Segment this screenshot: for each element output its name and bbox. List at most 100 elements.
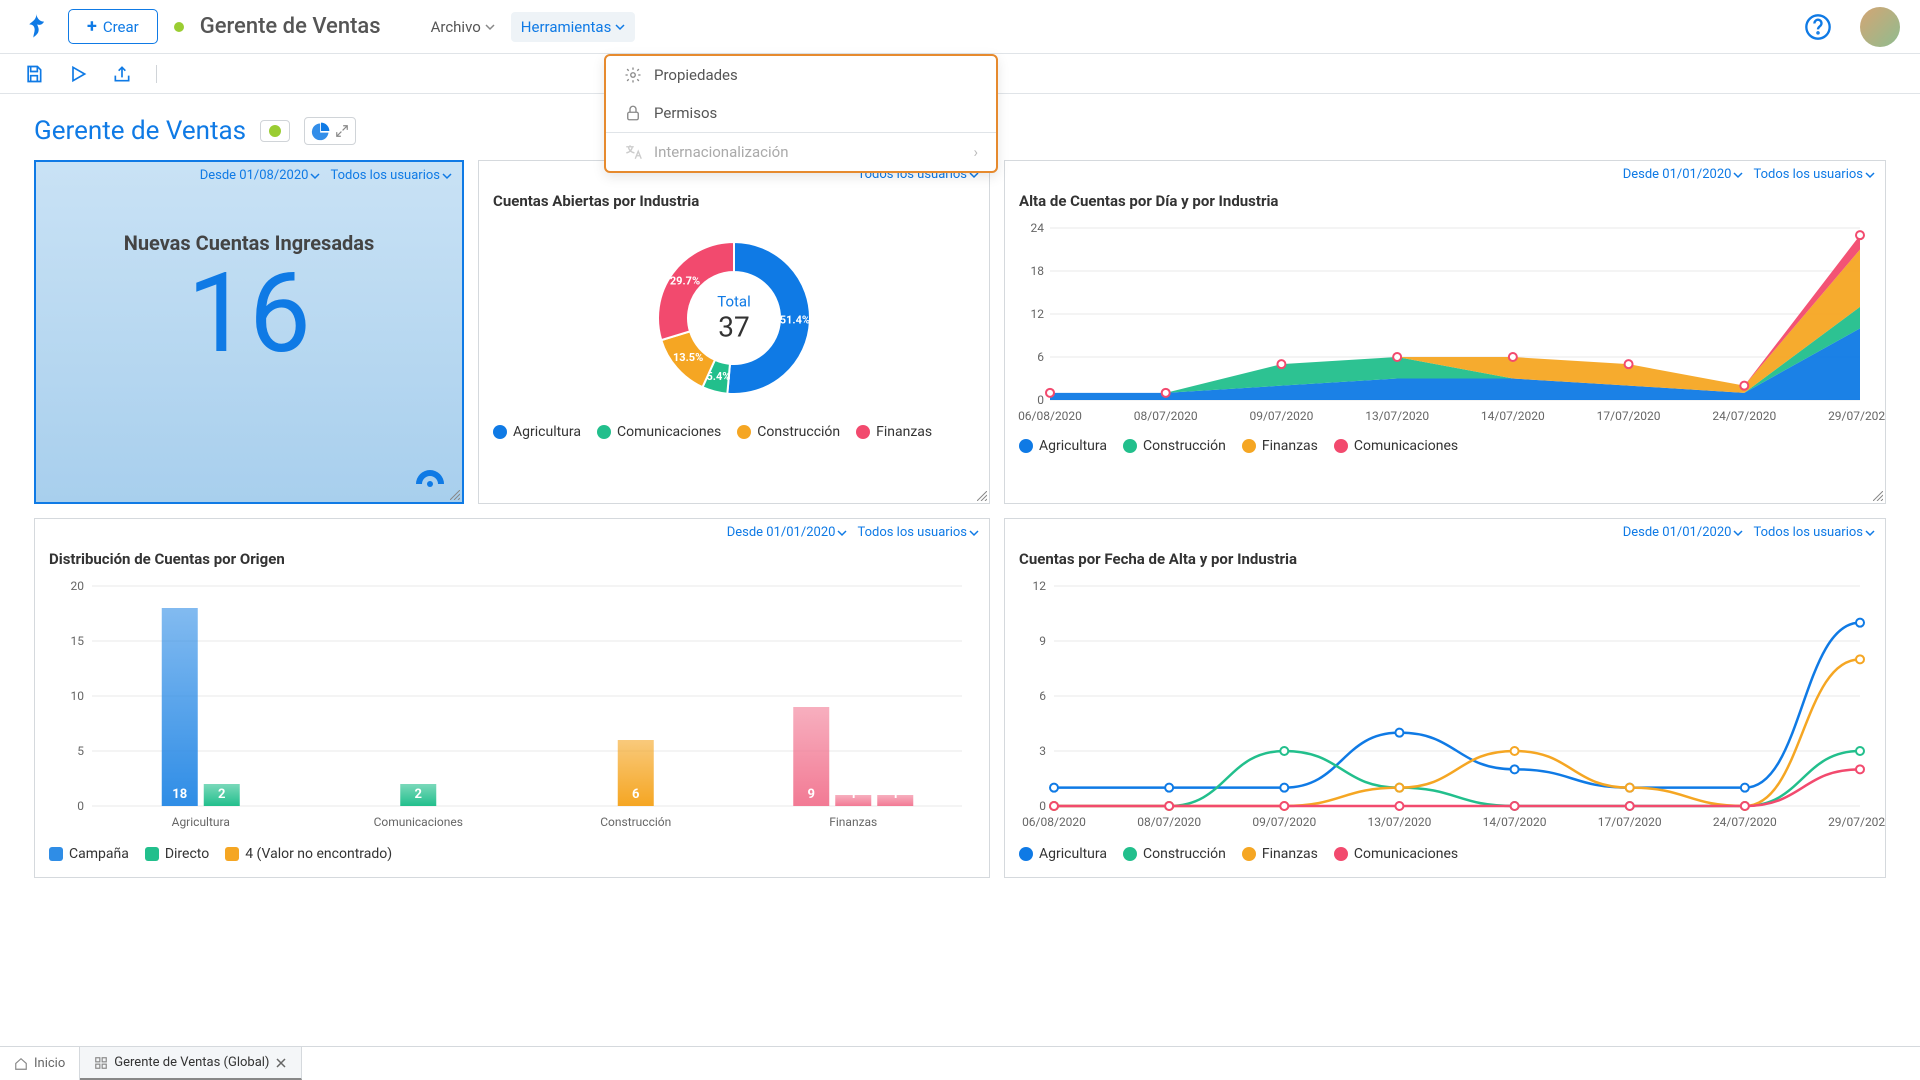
resize-handle-icon[interactable]	[977, 491, 987, 501]
legend-item[interactable]: Campaña	[49, 846, 129, 862]
svg-text:20: 20	[71, 579, 85, 593]
svg-text:Construcción: Construcción	[600, 815, 671, 829]
line-card: Desde 01/01/2020 Todos los usuarios Cuen…	[1004, 518, 1886, 878]
dropdown-item-properties[interactable]: Propiedades	[606, 56, 996, 94]
legend-item[interactable]: Finanzas	[1242, 438, 1318, 454]
area-legend: Agricultura Construcción Finanzas Comunicac…	[1005, 432, 1885, 460]
close-icon[interactable]	[275, 1057, 287, 1069]
legend-item[interactable]: Construcción	[737, 424, 840, 440]
svg-text:6: 6	[1039, 689, 1046, 703]
card-title: Alta de Cuentas por Día y por Industria	[1005, 188, 1885, 218]
tab-label: Inicio	[34, 1056, 65, 1071]
create-button[interactable]: + Crear	[68, 9, 158, 44]
svg-text:51.4%: 51.4%	[780, 314, 810, 327]
svg-text:9: 9	[808, 787, 815, 802]
resize-handle-icon[interactable]	[450, 490, 460, 500]
main-menu: Archivo Herramientas	[421, 12, 636, 42]
user-avatar[interactable]	[1860, 7, 1900, 47]
dashboard-row-1: Desde 01/08/2020 Todos los usuarios Nuev…	[0, 160, 1920, 504]
line-legend: Agricultura Construcción Finanzas Comunicac…	[1005, 840, 1885, 868]
svg-text:06/08/2020: 06/08/2020	[1022, 815, 1086, 829]
svg-text:09/07/2020: 09/07/2020	[1252, 815, 1316, 829]
resize-handle-icon[interactable]	[1873, 491, 1883, 501]
svg-text:14/07/2020: 14/07/2020	[1481, 409, 1545, 423]
card-title: Cuentas Abiertas por Industria	[479, 188, 989, 218]
legend-item[interactable]: Construcción	[1123, 846, 1226, 862]
help-icon[interactable]	[1804, 13, 1832, 41]
svg-text:24: 24	[1031, 221, 1045, 235]
svg-text:6: 6	[1037, 350, 1044, 364]
svg-text:06/08/2020: 06/08/2020	[1018, 409, 1082, 423]
bar-card: Desde 01/01/2020 Todos los usuarios Dist…	[34, 518, 990, 878]
chevron-down-icon	[615, 22, 625, 32]
kpi-card: Desde 01/08/2020 Todos los usuarios Nuev…	[34, 160, 464, 504]
svg-text:6: 6	[632, 787, 640, 802]
svg-text:2: 2	[415, 787, 422, 802]
svg-text:1: 1	[850, 787, 857, 802]
legend-item[interactable]: Agricultura	[493, 424, 581, 440]
chevron-down-icon	[485, 22, 495, 32]
home-icon	[14, 1057, 28, 1071]
filter-users[interactable]: Todos los usuarios	[857, 525, 979, 540]
svg-text:5: 5	[77, 744, 84, 758]
pie-icon	[311, 121, 331, 141]
menu-tools[interactable]: Herramientas	[511, 12, 636, 42]
menu-tools-label: Herramientas	[521, 18, 612, 36]
lock-icon	[624, 104, 642, 122]
legend-item[interactable]: Directo	[145, 846, 209, 862]
svg-text:13.5%: 13.5%	[673, 351, 703, 364]
kpi-value: 16	[36, 259, 462, 369]
donut-card: Todos los usuarios Cuentas Abiertas por …	[478, 160, 990, 504]
svg-text:3: 3	[1039, 744, 1046, 758]
svg-text:09/07/2020: 09/07/2020	[1249, 409, 1313, 423]
legend-item[interactable]: Comunicaciones	[1334, 438, 1458, 454]
filter-users[interactable]: Todos los usuarios	[1753, 525, 1875, 540]
svg-text:29/07/2020: 29/07/2020	[1828, 409, 1885, 423]
chart-type-badge[interactable]	[304, 117, 356, 145]
donut-legend: Agricultura Comunicaciones Construcción Fin…	[479, 418, 989, 446]
play-icon[interactable]	[68, 64, 88, 84]
save-icon[interactable]	[24, 64, 44, 84]
svg-text:17/07/2020: 17/07/2020	[1597, 409, 1661, 423]
filter-date[interactable]: Desde 01/01/2020	[1623, 167, 1744, 182]
svg-text:12: 12	[1033, 579, 1047, 593]
filter-date[interactable]: Desde 01/01/2020	[727, 525, 848, 540]
legend-item[interactable]: Finanzas	[856, 424, 932, 440]
svg-text:0: 0	[1039, 799, 1046, 813]
filter-users[interactable]: Todos los usuarios	[1753, 167, 1875, 182]
donut-total-label: Total	[717, 293, 751, 311]
legend-item[interactable]: Agricultura	[1019, 438, 1107, 454]
legend-item[interactable]: Finanzas	[1242, 846, 1318, 862]
svg-text:13/07/2020: 13/07/2020	[1367, 815, 1431, 829]
svg-text:24/07/2020: 24/07/2020	[1712, 409, 1776, 423]
plus-icon: +	[87, 16, 97, 37]
svg-text:29/07/2020: 29/07/2020	[1828, 815, 1885, 829]
tab-home[interactable]: Inicio	[0, 1047, 80, 1080]
svg-text:18: 18	[1031, 264, 1045, 278]
filter-date[interactable]: Desde 01/08/2020	[200, 168, 321, 183]
bar-legend: Campaña Directo 4 (Valor no encontrado)	[35, 840, 989, 868]
filter-users[interactable]: Todos los usuarios	[330, 168, 452, 183]
dropdown-item-permissions[interactable]: Permisos	[606, 94, 996, 132]
menu-file[interactable]: Archivo	[421, 12, 505, 42]
legend-item[interactable]: Agricultura	[1019, 846, 1107, 862]
svg-text:15: 15	[71, 634, 85, 648]
line-chart: 03691206/08/202008/07/202009/07/202013/0…	[1005, 576, 1885, 836]
legend-item[interactable]: Construcción	[1123, 438, 1226, 454]
export-icon[interactable]	[112, 64, 132, 84]
legend-item[interactable]: Comunicaciones	[1334, 846, 1458, 862]
dashboard-row-2: Desde 01/01/2020 Todos los usuarios Dist…	[0, 504, 1920, 878]
bar-chart: 05101520AgriculturaComunicacionesConstru…	[35, 576, 989, 836]
tab-active[interactable]: Gerente de Ventas (Global)	[80, 1047, 302, 1080]
svg-text:2: 2	[218, 787, 225, 802]
dropdown-label: Internacionalización	[654, 143, 788, 161]
translate-icon	[624, 143, 642, 161]
status-badge[interactable]	[260, 120, 290, 142]
svg-text:Comunicaciones: Comunicaciones	[374, 815, 463, 829]
legend-item[interactable]: 4 (Valor no encontrado)	[225, 846, 392, 862]
legend-item[interactable]: Comunicaciones	[597, 424, 721, 440]
menu-file-label: Archivo	[431, 18, 481, 36]
svg-text:24/07/2020: 24/07/2020	[1713, 815, 1777, 829]
svg-text:13/07/2020: 13/07/2020	[1365, 409, 1429, 423]
filter-date[interactable]: Desde 01/01/2020	[1623, 525, 1744, 540]
